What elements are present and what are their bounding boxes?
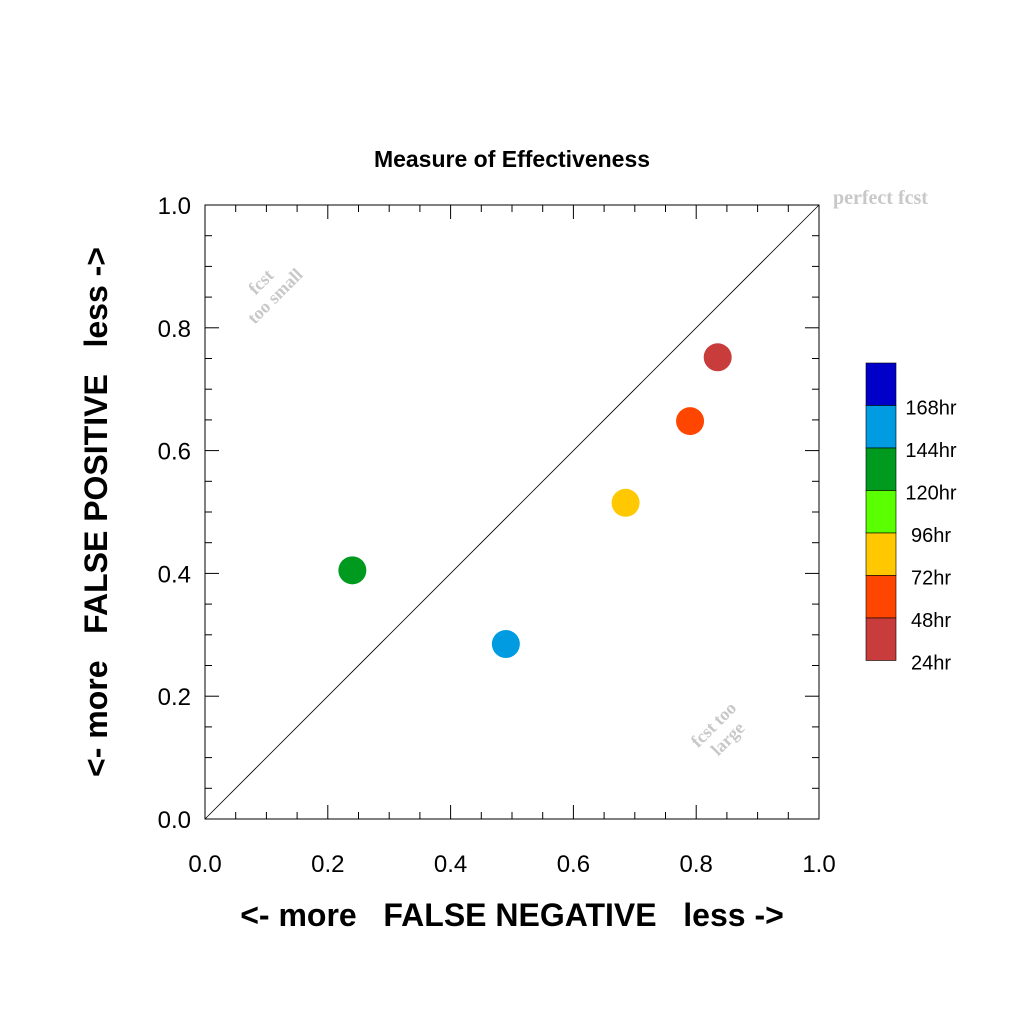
data-point-144hr [491,630,520,659]
legend-label-72hr: 72hr [911,567,951,589]
legend-swatch-120hr [865,447,897,491]
legend: 168hr 144hr 120hr 96hr 72hr 48hr 24hr [865,362,957,674]
legend-swatch-72hr [865,532,897,576]
legend-swatch-96hr [865,490,897,534]
legend-swatch-24hr [865,617,897,661]
data-point-120hr [338,556,367,585]
y-tick-labels: 0.0 0.2 0.4 0.6 0.8 1.0 [158,193,191,834]
x-tick-label: 0.2 [311,851,344,878]
y-tick-label: 0.8 [158,316,191,343]
y-tick-label: 0.6 [158,439,191,466]
legend-label-96hr: 96hr [911,525,951,547]
legend-label-120hr: 120hr [905,482,956,504]
y-tick-label: 0.0 [158,807,191,834]
annotation-too-small-line2: too small [243,264,306,327]
plot-area: 0.0 0.2 0.4 0.6 0.8 1.0 0.0 0.2 0.4 0.6 0.8 1.0 [158,193,836,878]
x-tick-label: 0.4 [434,851,467,878]
legend-label-168hr: 168hr [905,397,956,419]
legend-swatch-168hr [865,362,897,406]
axis-ticks [204,204,820,820]
data-point-24hr [703,343,732,372]
legend-label-24hr: 24hr [911,652,951,674]
x-tick-label: 0.0 [188,851,221,878]
legend-swatch-144hr [865,405,897,449]
legend-label-144hr: 144hr [905,440,956,462]
annotation-too-small: fcst too small [243,264,306,327]
x-tick-label: 0.8 [680,851,713,878]
annotation-too-large: fcst too large [687,698,749,760]
chart-title: Measure of Effectiveness [374,146,650,172]
y-tick-label: 0.2 [158,684,191,711]
x-tick-label: 0.6 [557,851,590,878]
legend-swatch-48hr [865,575,897,619]
y-axis-label: <- more FALSE POSITIVE less -> [78,247,114,777]
x-tick-label: 1.0 [802,851,835,878]
data-point-48hr [676,407,705,436]
y-tick-label: 1.0 [158,193,191,220]
y-tick-label: 0.4 [158,561,191,588]
legend-label-48hr: 48hr [911,610,951,632]
x-tick-labels: 0.0 0.2 0.4 0.6 0.8 1.0 [188,851,835,878]
annotation-perfect-fcst: perfect fcst [833,187,928,209]
data-point-72hr [611,488,640,517]
diagonal-reference-line [204,204,820,820]
x-axis-label: <- more FALSE NEGATIVE less -> [240,897,784,933]
data-points [338,343,732,659]
